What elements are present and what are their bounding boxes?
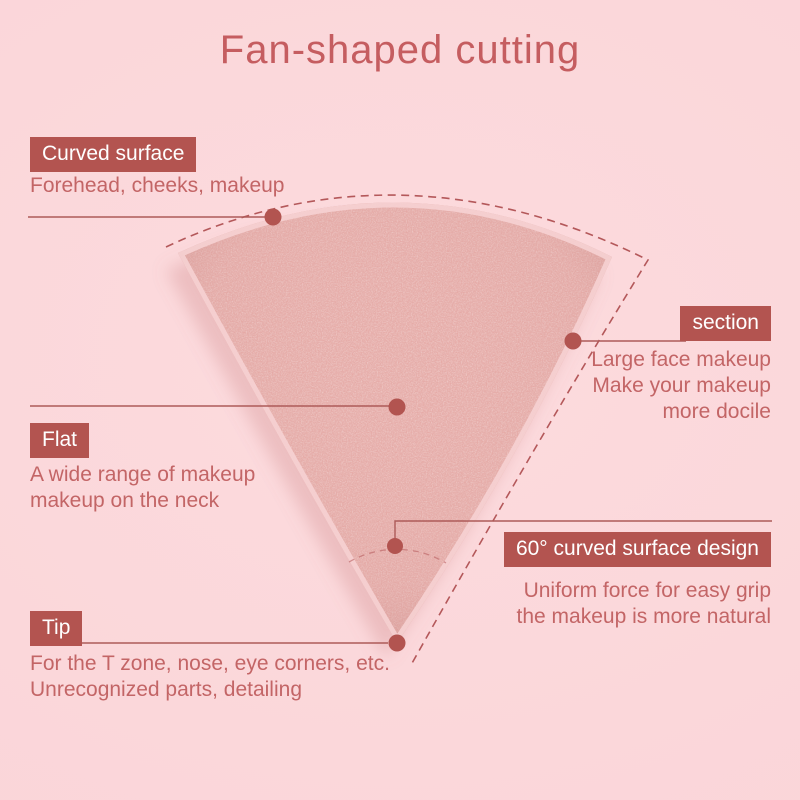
caption-curved-surface: Forehead, cheeks, makeup bbox=[30, 173, 284, 199]
marker-dot-curved-surface bbox=[264, 208, 282, 226]
caption-line: Unrecognized parts, detailing bbox=[30, 678, 302, 701]
caption-line: A wide range of makeup bbox=[30, 463, 256, 486]
caption-line: makeup on the neck bbox=[30, 489, 220, 512]
caption-line: Make your makeup bbox=[592, 374, 771, 397]
label-sixty-degree: 60° curved surface design bbox=[503, 532, 771, 567]
label-curved-surface: Curved surface bbox=[30, 137, 197, 172]
page-title: Fan-shaped cutting bbox=[219, 28, 581, 72]
leader-line-sixty-degree bbox=[394, 520, 772, 540]
caption-line: Forehead, cheeks, makeup bbox=[30, 174, 285, 197]
label-section: section bbox=[680, 306, 771, 341]
caption-line: Uniform force for easy grip bbox=[523, 579, 771, 602]
caption-line: the makeup is more natural bbox=[516, 605, 771, 628]
caption-line: Large face makeup bbox=[591, 348, 771, 371]
caption-tip: For the T zone, nose, eye corners, etc. … bbox=[30, 651, 390, 703]
caption-sixty-degree: Uniform force for easy grip the makeup i… bbox=[517, 578, 771, 630]
marker-dot-flat bbox=[388, 398, 406, 416]
label-flat: Flat bbox=[30, 423, 90, 458]
caption-line: For the T zone, nose, eye corners, etc. bbox=[30, 652, 390, 675]
sponge-body bbox=[178, 202, 612, 643]
marker-dot-tip bbox=[388, 634, 406, 652]
caption-flat: A wide range of makeup makeup on the nec… bbox=[30, 462, 255, 514]
marker-dot-sixty-degree bbox=[387, 538, 403, 554]
caption-line: more docile bbox=[662, 400, 771, 423]
label-tip: Tip bbox=[30, 611, 83, 646]
marker-dot-section bbox=[564, 332, 582, 350]
dashed-outline bbox=[165, 194, 650, 666]
angle-arc bbox=[348, 548, 447, 564]
caption-section: Large face makeup Make your makeup more … bbox=[591, 347, 771, 425]
